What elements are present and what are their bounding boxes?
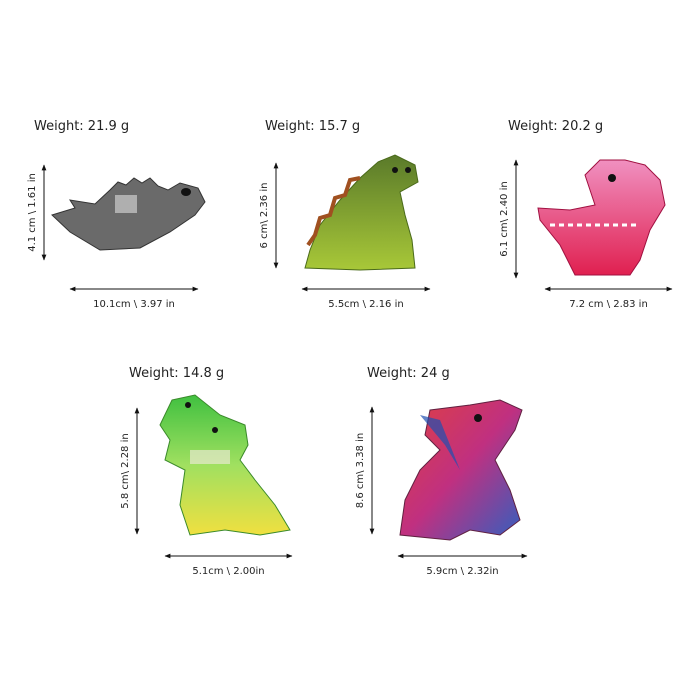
weight-label: Weight: 20.2 g — [508, 119, 603, 134]
dino-lime — [159, 394, 291, 536]
dino-ptero — [399, 399, 523, 541]
width-label: 5.5cm \ 2.16 in — [328, 299, 403, 310]
width-label: 5.1cm \ 2.00in — [192, 566, 264, 577]
height-label: 4.1 cm \ 1.61 in — [27, 173, 38, 252]
weight-label: Weight: 24 g — [367, 366, 450, 381]
width-label: 7.2 cm \ 2.83 in — [569, 299, 648, 310]
height-label: 6.1 cm\ 2.40 in — [499, 181, 510, 256]
height-label: 5.8 cm\ 2.28 in — [120, 433, 131, 508]
height-label: 8.6 cm\ 3.38 in — [355, 433, 366, 508]
weight-label: Weight: 14.8 g — [129, 366, 224, 381]
height-label: 6 cm\ 2.36 in — [259, 183, 270, 249]
weight-label: Weight: 15.7 g — [265, 119, 360, 134]
weight-label: Weight: 21.9 g — [34, 119, 129, 134]
dino-green — [304, 154, 419, 271]
width-label: 5.9cm \ 2.32in — [426, 566, 498, 577]
width-label: 10.1cm \ 3.97 in — [93, 299, 175, 310]
dino-grey — [51, 177, 206, 251]
dino-pink — [537, 159, 666, 276]
